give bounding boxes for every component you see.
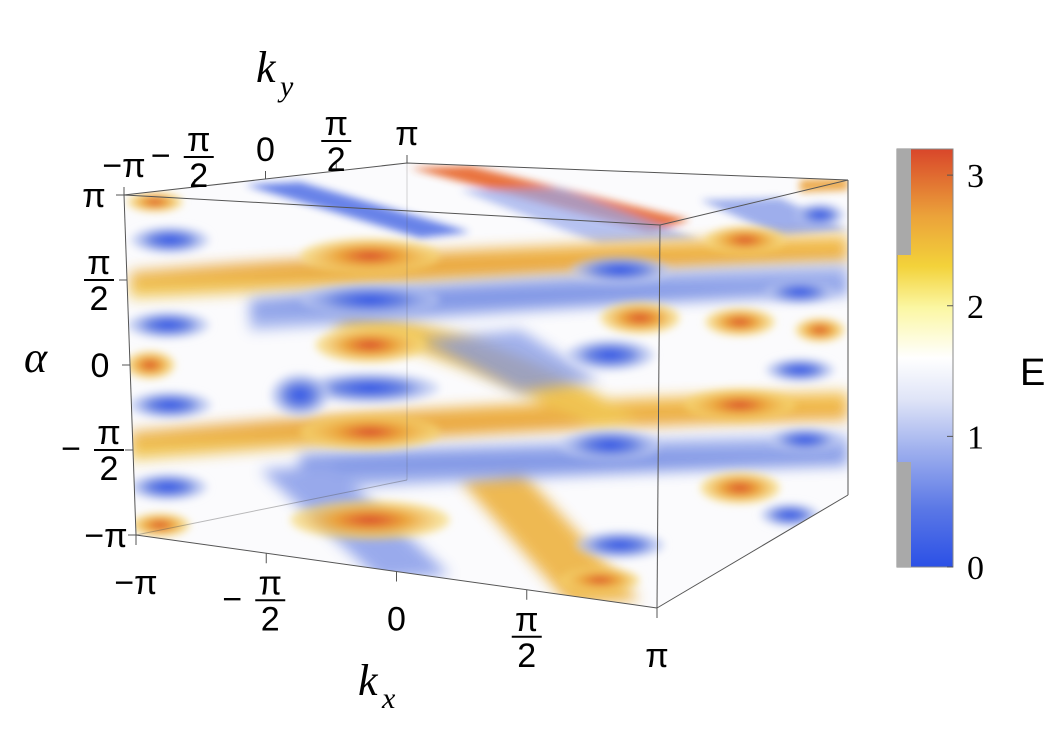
colorbar-hidden-range-upper: [897, 149, 911, 255]
z-tick-label-text: −π: [84, 517, 127, 555]
x-tick-label-text: −π: [114, 564, 157, 602]
y-tick-label-text: 0: [256, 131, 275, 169]
colorbar-ticks: 0 1 2 3: [947, 158, 984, 587]
x-tick-label-sign: −: [222, 580, 242, 618]
colorbar: 0 1 2 3 E: [896, 148, 1045, 587]
x-axis-title: k: [358, 656, 379, 705]
x-tick-label: 0: [387, 601, 406, 639]
colorbar-title: E: [1020, 352, 1045, 394]
y-tick-label-text: π: [395, 115, 418, 153]
y-tick-label: −π: [102, 147, 145, 185]
z-tick-label: − π2: [61, 414, 124, 488]
z-axis-title: α: [24, 333, 48, 382]
z-tick-label-denominator: 2: [100, 450, 119, 488]
x-tick-label: π: [645, 637, 668, 675]
z-tick-label-denominator: 2: [90, 280, 109, 318]
colorbar-hidden-range-lower: [897, 462, 911, 567]
z-tick-label-text: π: [82, 177, 105, 215]
z-tick-label-numerator: π: [97, 414, 120, 452]
z-tick-label-numerator: π: [87, 244, 110, 282]
z-tick-label: 0: [91, 347, 110, 385]
x-tick-label: π2: [511, 601, 542, 675]
y-tick-label-numerator: π: [187, 121, 210, 159]
colorbar-tick-label: 0: [967, 550, 984, 587]
y-axis-title-subscript: y: [277, 70, 294, 103]
z-tick-label-text: 0: [91, 347, 110, 385]
y-axis-title: k: [256, 43, 277, 92]
density-volume: [124, 163, 848, 608]
x-axis-title-subscript: x: [381, 682, 396, 715]
y-tick-label-numerator: π: [325, 105, 348, 143]
y-tick-label-denominator: 2: [327, 141, 346, 179]
z-tick-label-sign: −: [61, 430, 81, 468]
z-tick-label: −π: [84, 517, 127, 555]
y-tick-label: 0: [256, 131, 275, 169]
z-tick-label: π: [82, 177, 105, 215]
x-tick-label-text: π: [645, 637, 668, 675]
x-tick-label-numerator: π: [515, 601, 538, 639]
y-tick-label-text: −π: [102, 147, 145, 185]
y-tick-label-sign: −: [151, 137, 171, 175]
x-tick-label-numerator: π: [259, 564, 282, 602]
x-tick-label: −π: [114, 564, 157, 602]
x-tick-label-denominator: 2: [517, 637, 536, 675]
z-tick-label: π2: [84, 244, 114, 318]
y-tick-label: π: [395, 115, 418, 153]
y-tick-label: π2: [321, 105, 352, 179]
x-tick-label-text: 0: [387, 601, 406, 639]
colorbar-tick-label: 2: [967, 289, 984, 326]
colorbar-tick-label: 1: [967, 419, 984, 456]
colorbar-tick-label: 3: [967, 158, 984, 195]
x-tick-label-denominator: 2: [261, 600, 280, 638]
y-tick-label: − π2: [151, 121, 214, 195]
x-tick-label: − π2: [222, 564, 286, 638]
y-tick-label-denominator: 2: [189, 157, 208, 195]
